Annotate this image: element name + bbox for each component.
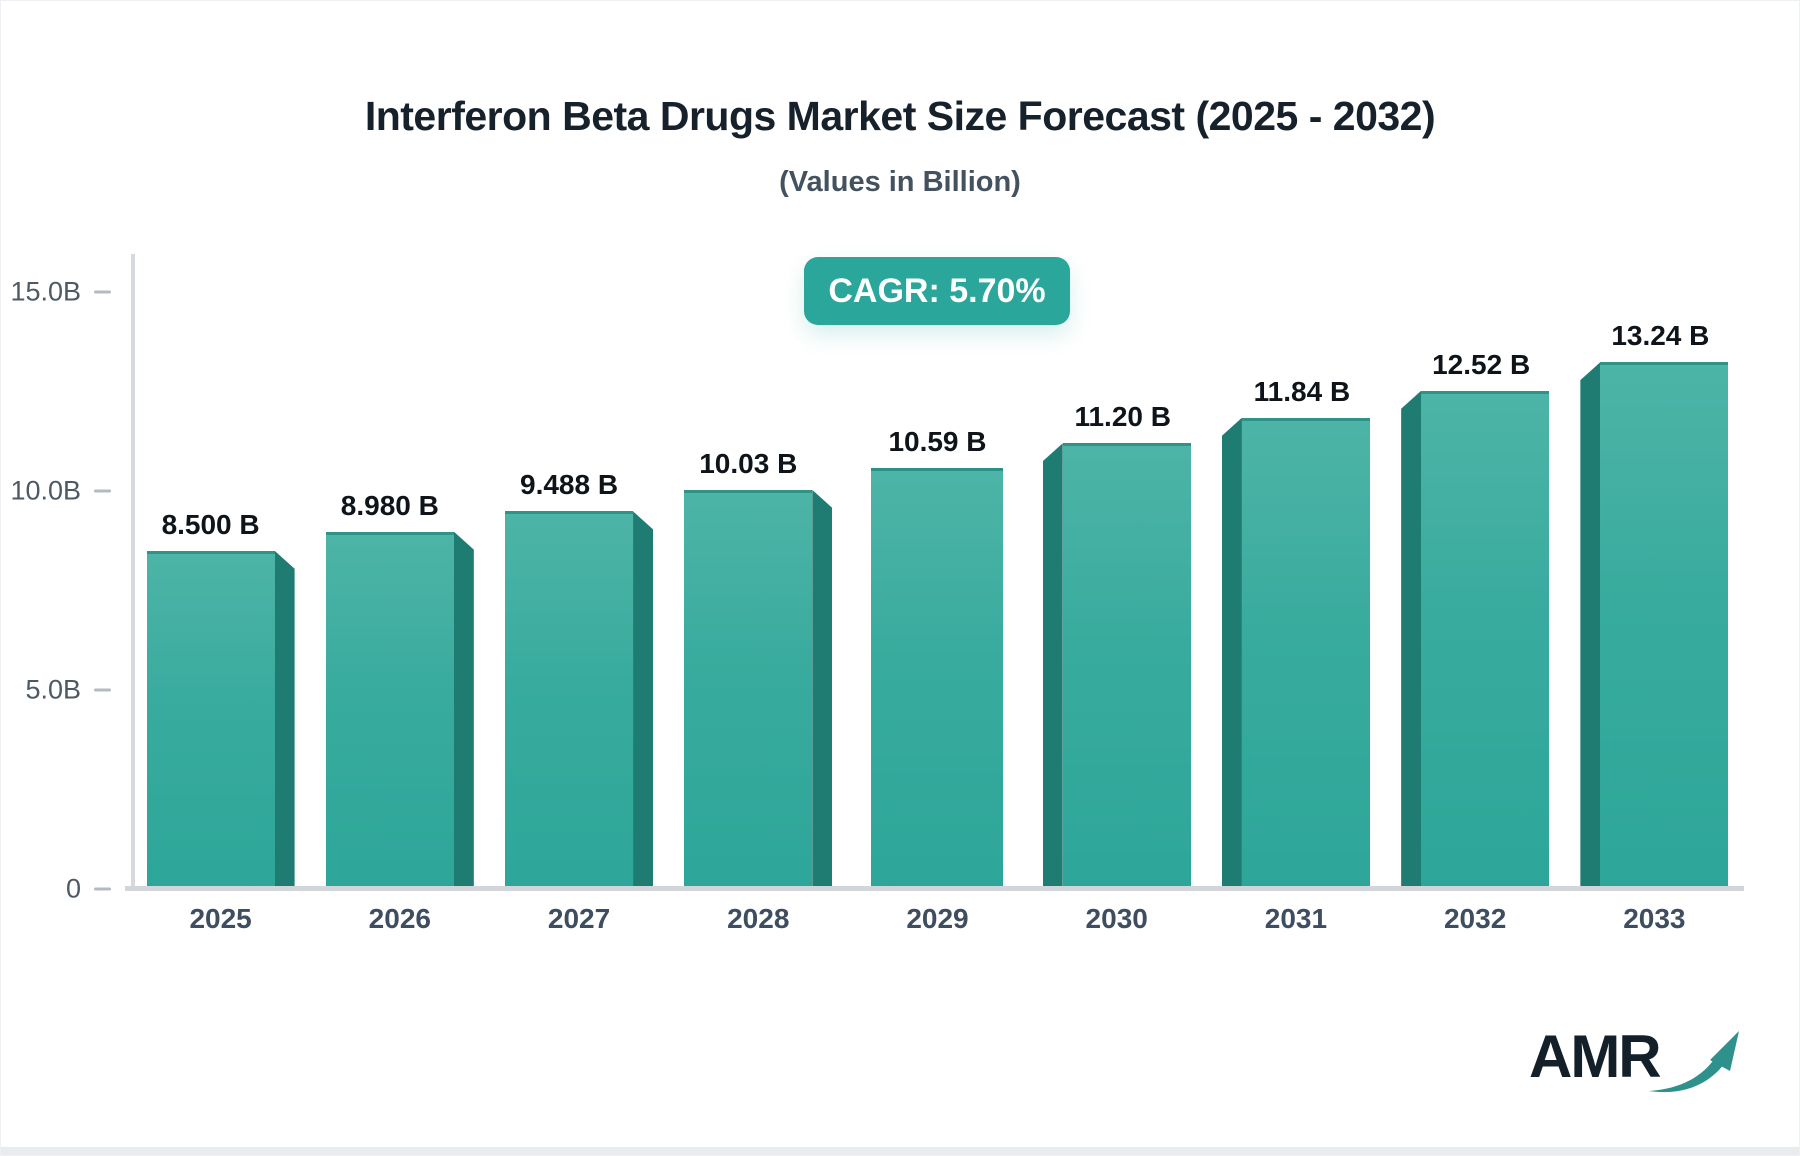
bar-front-face	[1241, 417, 1370, 889]
bar-front-face	[684, 489, 813, 889]
bar-value-label: 10.59 B	[888, 425, 987, 457]
bar-front-face	[146, 550, 275, 889]
amr-logo-text: AMR	[1529, 1023, 1662, 1090]
x-axis-label-2032: 2032	[1443, 903, 1507, 934]
x-axis-labels: 2025 2026 2027 2028 2029 2030 2031 2032 2033	[131, 903, 1744, 935]
bar-slot-2029: 10.59 B	[848, 426, 1027, 889]
bar-slot-2033: 13.24 B	[1565, 320, 1744, 889]
bar-side-face	[1401, 390, 1422, 889]
x-axis-label-2029: 2029	[906, 903, 969, 934]
bar-side-face	[274, 550, 295, 889]
bar-2026	[325, 531, 474, 889]
bar-2030	[1042, 443, 1191, 889]
bar-front-face	[1600, 362, 1729, 889]
bar-slot-2031: 11.84 B	[1206, 376, 1385, 889]
y-tick: 15.0B	[10, 277, 111, 308]
cagr-badge: CAGR: 5.70%	[804, 257, 1070, 325]
bar-slot-2032: 12.52 B	[1386, 349, 1565, 889]
chart-title: Interferon Beta Drugs Market Size Foreca…	[364, 93, 1436, 139]
x-axis-label-2031: 2031	[1264, 903, 1328, 934]
bar-value-label: 8.500 B	[161, 508, 260, 540]
bar-value-label: 11.20 B	[1074, 401, 1171, 433]
growth-arrow-icon	[1648, 1031, 1739, 1093]
y-tick-mark	[94, 887, 111, 891]
bar-front-face	[1062, 443, 1191, 889]
y-tick: 0	[66, 874, 111, 905]
bar-2025	[146, 550, 295, 889]
y-tick: 10.0B	[10, 476, 111, 507]
y-tick-label: 10.0B	[10, 475, 81, 506]
bar-2027	[505, 511, 654, 889]
bar-2031	[1221, 417, 1370, 889]
bar-slot-2026: 8.980 B	[310, 490, 489, 889]
bar-slot-2027: 9.488 B	[489, 469, 668, 889]
amr-logo: AMR	[1529, 1027, 1742, 1101]
bar-value-label: 13.24 B	[1611, 320, 1710, 352]
y-tick-label: 0	[65, 873, 81, 904]
bar-slot-2025: 8.500 B	[131, 509, 310, 889]
x-axis-label-2025: 2025	[189, 903, 252, 934]
bar-front-face	[1421, 390, 1550, 889]
bar-value-label: 10.03 B	[699, 447, 798, 479]
y-tick-mark	[94, 290, 111, 294]
y-tick: 5.0B	[25, 675, 111, 706]
bar-side-face	[812, 489, 833, 889]
bottom-border	[1, 1147, 1799, 1155]
y-tick-mark	[94, 688, 111, 692]
bar-front-face	[505, 511, 634, 889]
x-axis-label-2028: 2028	[727, 903, 790, 934]
bar-front-face	[871, 467, 1004, 889]
bar-value-label: 11.84 B	[1253, 375, 1351, 407]
bar-side-face	[1221, 417, 1242, 889]
bar-slot-2028: 10.03 B	[669, 448, 848, 889]
x-axis-label-2030: 2030	[1085, 903, 1148, 934]
bar-2032	[1401, 390, 1550, 889]
bar-2028	[684, 489, 833, 889]
bar-side-face	[633, 511, 654, 889]
bar-side-face	[1042, 443, 1063, 889]
bar-front-face	[325, 531, 454, 889]
bar-value-label: 8.980 B	[340, 489, 439, 521]
chart-subtitle: (Values in Billion)	[779, 166, 1021, 198]
bar-side-face	[1580, 362, 1601, 889]
y-tick-mark	[94, 489, 111, 493]
bar-2029	[871, 467, 1004, 889]
x-axis-label-2033: 2033	[1623, 903, 1686, 934]
y-tick-label: 5.0B	[25, 674, 81, 705]
y-tick-label: 15.0B	[10, 276, 81, 307]
bar-2033	[1580, 362, 1729, 889]
y-axis-line	[131, 254, 135, 891]
bar-slot-2030: 11.20 B	[1027, 401, 1206, 889]
x-axis-label-2026: 2026	[368, 903, 431, 934]
x-axis-label-2027: 2027	[547, 903, 611, 934]
bar-value-label: 9.488 B	[520, 469, 619, 501]
bars-row: 8.500 B 8.980 B 9.488 B 10.03 B 10.59 B 11.20…	[131, 292, 1744, 889]
chart-plot: 15.0B 10.0B 5.0B 0 8.500 B 8.980 B 9.488 B 10.…	[10, 254, 1744, 934]
bar-side-face	[453, 531, 474, 889]
x-axis-line	[125, 886, 1744, 891]
bar-value-label: 12.52 B	[1432, 348, 1531, 380]
